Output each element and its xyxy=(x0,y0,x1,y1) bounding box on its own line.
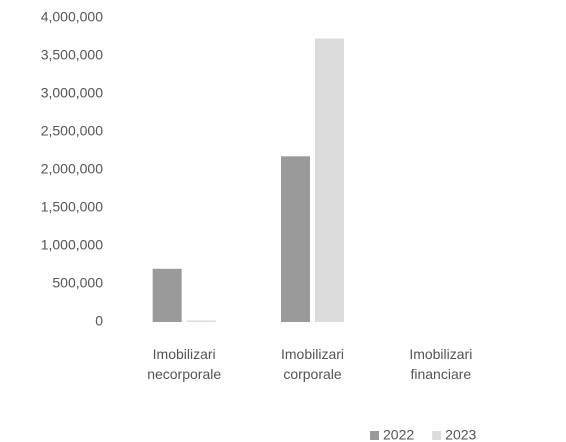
y-tick-label: 1,000,000 xyxy=(41,237,103,253)
y-tick-label: 500,000 xyxy=(52,275,103,291)
legend-label: 2023 xyxy=(445,427,476,442)
y-tick-label: 1,500,000 xyxy=(41,199,103,215)
legend-swatch xyxy=(432,431,442,440)
x-tick-label: Imobilizari financiare xyxy=(409,346,473,382)
bar xyxy=(315,38,344,323)
legend-label: 2022 xyxy=(383,427,414,442)
y-tick-label: 0 xyxy=(95,313,103,329)
y-tick-label: 3,000,000 xyxy=(41,85,103,101)
y-tick-label: 2,000,000 xyxy=(41,161,103,177)
x-tick-label: Imobilizari corporale xyxy=(280,346,344,382)
bar xyxy=(152,268,182,322)
legend-swatch xyxy=(370,431,379,440)
y-tick-label: 3,500,000 xyxy=(41,47,103,63)
y-tick-label: 4,000,000 xyxy=(41,9,103,25)
bar xyxy=(186,320,216,322)
y-tick-label: 2,500,000 xyxy=(41,123,103,139)
x-tick-label: Imobilizari necorporale xyxy=(147,346,222,382)
bar xyxy=(281,156,310,322)
